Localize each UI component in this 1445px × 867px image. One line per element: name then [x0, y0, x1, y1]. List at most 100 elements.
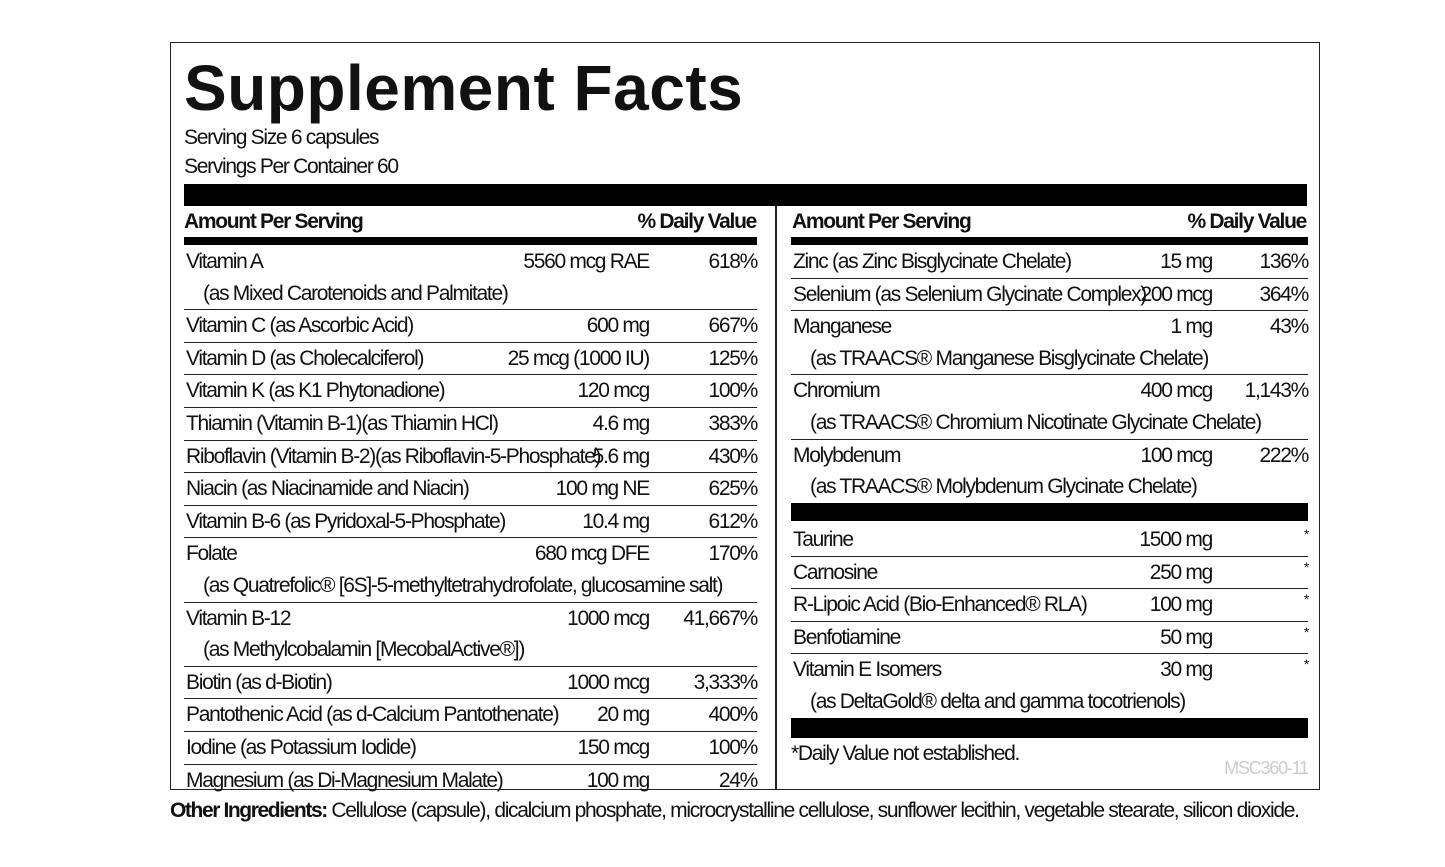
nutrient-name: Magnesium (as Di-Magnesium Malate)	[186, 768, 504, 792]
nutrient-name: Vitamin B-6 (as Pyridoxal-5-Phosphate)	[186, 509, 506, 533]
daily-value: 400%	[708, 703, 758, 727]
daily-value: 430%	[708, 444, 758, 468]
nutrient-source: (as Quatrefolic® [6S]-5-methyltetrahydro…	[203, 573, 724, 597]
servings-per-container: Servings Per Container 60	[184, 155, 399, 178]
product-code: MSC360-11	[1224, 758, 1309, 778]
daily-value: 100%	[708, 379, 758, 403]
nutrient-amount: 100 mg NE	[555, 477, 651, 501]
panel-title: Supplement Facts	[184, 52, 744, 124]
nutrient-amount: 100 mcg	[1140, 443, 1214, 467]
nutrient-name: Selenium (as Selenium Glycinate Complex)	[793, 282, 1147, 306]
nutrient-row: Carnosine 250 mg *	[791, 555, 1310, 589]
daily-value: *	[1303, 656, 1310, 673]
nutrient-amount: 1000 mcg	[567, 606, 650, 630]
left-header-amount: Amount Per Serving	[184, 210, 364, 233]
nutrient-name: Vitamin E Isomers	[793, 658, 942, 682]
daily-value: 125%	[708, 346, 758, 370]
daily-value: 618%	[708, 250, 758, 273]
nutrient-name: Taurine	[793, 528, 854, 551]
nutrient-name: Zinc (as Zinc Bisglycinate Chelate)	[793, 250, 1072, 273]
nutrient-row: Pantothenic Acid (as d-Calcium Pantothen…	[184, 698, 758, 731]
nutrient-name: Niacin (as Niacinamide and Niacin)	[186, 477, 470, 501]
nutrient-name: Benfotiamine	[793, 625, 901, 649]
nutrient-row: Vitamin C (as Ascorbic Acid) 600 mg 667%	[184, 309, 758, 342]
nutrient-source: (as Methylcobalamin [MecobalActive®])	[203, 638, 525, 662]
nutrient-row: Iodine (as Potassium Iodide) 150 mcg 100%	[184, 730, 758, 764]
daily-value: 136%	[1259, 250, 1309, 273]
daily-value: 24%	[718, 768, 758, 792]
nutrient-name: Biotin (as d-Biotin)	[186, 670, 333, 694]
nutrient-amount: 25 mcg (1000 IU)	[507, 346, 651, 370]
nutrient-source: (as TRAACS® Chromium Nicotinate Glycinat…	[810, 410, 1262, 434]
nutrient-name: Folate	[186, 542, 238, 566]
right-header-rule	[791, 237, 1308, 245]
daily-value: *	[1303, 558, 1310, 575]
daily-value: 170%	[708, 542, 758, 566]
nutrient-amount: 150 mcg	[577, 735, 651, 759]
nutrient-name: Molybdenum	[793, 443, 902, 467]
nutrient-source: (as TRAACS® Molybdenum Glycinate Chelate…	[810, 475, 1198, 499]
other-nutrient-list: Taurine 1500 mg * Carnosine 250 mg * R-Lipoic …	[791, 524, 1310, 718]
nutrient-amount: 1000 mcg	[567, 670, 650, 694]
column-divider	[775, 206, 777, 790]
nutrient-row: Taurine 1500 mg *	[791, 524, 1310, 556]
nutrient-name: R-Lipoic Acid (Bio-Enhanced® RLA)	[793, 593, 1088, 617]
daily-value: 1,143%	[1244, 379, 1310, 403]
bottom-rule	[791, 718, 1308, 738]
nutrient-amount: 100 mg	[586, 768, 651, 792]
nutrient-row: Vitamin B-6 (as Pyridoxal-5-Phosphate) 10…	[184, 504, 758, 538]
nutrient-amount: 200 mcg	[1140, 282, 1214, 306]
nutrient-name: Riboflavin (Vitamin B-2)(as Riboflavin-5…	[186, 444, 602, 468]
nutrient-name: Vitamin C (as Ascorbic Acid)	[186, 314, 414, 338]
daily-value: 383%	[708, 411, 758, 435]
nutrient-row: R-Lipoic Acid (Bio-Enhanced® RLA) 100 mg *	[791, 588, 1310, 621]
thick-rule-top	[184, 184, 1307, 206]
daily-value: *	[1303, 526, 1310, 542]
nutrient-row: Riboflavin (Vitamin B-2)(as Riboflavin-5…	[184, 439, 758, 473]
left-header-dv: % Daily Value	[637, 210, 757, 233]
nutrient-amount: 400 mcg	[1140, 379, 1214, 403]
right-header-dv: % Daily Value	[1187, 210, 1307, 233]
nutrient-row: Vitamin E Isomers 30 mg * (as DeltaGold® de…	[791, 653, 1310, 717]
nutrient-row: Benfotiamine 50 mg *	[791, 620, 1309, 654]
nutrient-row: Folate 680 mcg DFE 170% (as Quatrefolic® [6…	[184, 537, 758, 601]
nutrient-source: (as Mixed Carotenoids and Palmitate)	[203, 281, 509, 305]
footnote: *Daily Value not established.	[791, 742, 1020, 765]
daily-value: 41,667%	[683, 606, 758, 630]
nutrient-name: Vitamin D (as Cholecalciferol)	[186, 346, 425, 370]
nutrient-amount: 20 mg	[597, 703, 650, 727]
nutrient-row: Biotin (as d-Biotin) 1000 mcg 3,333%	[184, 665, 759, 699]
daily-value: *	[1303, 591, 1310, 608]
nutrient-row: Niacin (as Niacinamide and Niacin) 100 mg…	[184, 472, 758, 505]
right-header-amount: Amount Per Serving	[792, 210, 972, 233]
nutrient-amount: 100 mg	[1149, 593, 1214, 617]
nutrient-row: Molybdenum 100 mcg 222% (as TRAACS® Molybde…	[791, 438, 1309, 503]
daily-value: 3,333%	[693, 670, 759, 694]
nutrient-amount: 600 mg	[586, 314, 651, 338]
nutrient-name: Carnosine	[793, 560, 878, 584]
nutrient-source: (as DeltaGold® delta and gamma tocotrien…	[810, 689, 1186, 713]
nutrient-row: Zinc (as Zinc Bisglycinate Chelate) 15 mg…	[791, 246, 1309, 278]
nutrient-name: Chromium	[793, 379, 881, 403]
nutrient-name: Vitamin A	[186, 250, 264, 273]
nutrient-name: Manganese	[793, 315, 892, 339]
left-nutrient-list: Vitamin A 5560 mcg RAE 618% (as Mixed Carot…	[184, 246, 759, 796]
other-ingredients-text: Cellulose (capsule), dicalcium phosphate…	[326, 799, 1300, 822]
supplement-facts-panel	[170, 42, 1320, 790]
nutrient-row: Vitamin D (as Cholecalciferol) 25 mcg (10…	[184, 341, 758, 375]
nutrient-amount: 30 mg	[1160, 658, 1213, 682]
daily-value: 43%	[1269, 315, 1309, 339]
daily-value: 222%	[1259, 443, 1309, 467]
nutrient-row: Vitamin K (as K1 Phytonadione) 120 mcg 100…	[184, 374, 758, 407]
nutrient-amount: 4.6 mg	[592, 411, 651, 435]
daily-value: 667%	[708, 314, 758, 338]
daily-value: 364%	[1259, 282, 1309, 306]
nutrient-amount: 10.4 mg	[582, 509, 650, 533]
nutrient-name: Pantothenic Acid (as d-Calcium Pantothen…	[186, 703, 560, 727]
left-header-rule	[184, 237, 757, 245]
nutrient-amount: 1500 mg	[1139, 528, 1213, 551]
nutrient-name: Vitamin K (as K1 Phytonadione)	[186, 379, 446, 403]
nutrient-amount: 1 mg	[1170, 315, 1214, 339]
nutrient-row: Chromium 400 mcg 1,143% (as TRAACS® Chromiu…	[791, 374, 1310, 438]
nutrient-row: Vitamin B-12 1000 mcg 41,667% (as Methylcob…	[184, 601, 758, 666]
